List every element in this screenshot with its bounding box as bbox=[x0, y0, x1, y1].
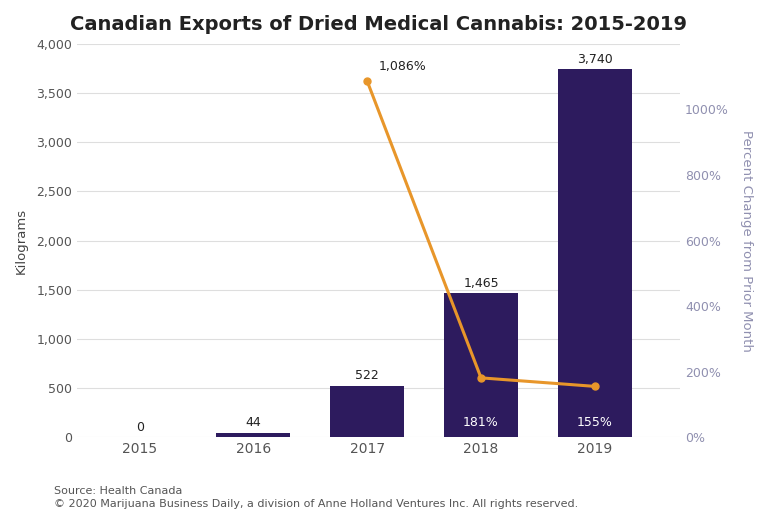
Bar bbox=[217, 433, 290, 437]
Text: 181%: 181% bbox=[463, 416, 499, 430]
Y-axis label: Percent Change from Prior Month: Percent Change from Prior Month bbox=[740, 130, 753, 351]
Bar bbox=[330, 386, 404, 437]
Text: 1,465: 1,465 bbox=[463, 276, 499, 290]
Text: 522: 522 bbox=[356, 370, 379, 382]
Bar bbox=[558, 70, 632, 437]
Text: Source: Health Canada: Source: Health Canada bbox=[54, 486, 182, 496]
Text: 1,086%: 1,086% bbox=[379, 60, 426, 73]
Text: © 2020 Marijuana Business Daily, a division of Anne Holland Ventures Inc. All ri: © 2020 Marijuana Business Daily, a divis… bbox=[54, 499, 578, 509]
Text: 3,740: 3,740 bbox=[577, 53, 613, 66]
Title: Canadian Exports of Dried Medical Cannabis: 2015-2019: Canadian Exports of Dried Medical Cannab… bbox=[70, 15, 687, 34]
Text: 155%: 155% bbox=[577, 416, 613, 430]
Text: 44: 44 bbox=[246, 416, 261, 430]
Bar bbox=[444, 293, 518, 437]
Y-axis label: Kilograms: Kilograms bbox=[15, 207, 28, 273]
Text: 0: 0 bbox=[136, 421, 144, 434]
